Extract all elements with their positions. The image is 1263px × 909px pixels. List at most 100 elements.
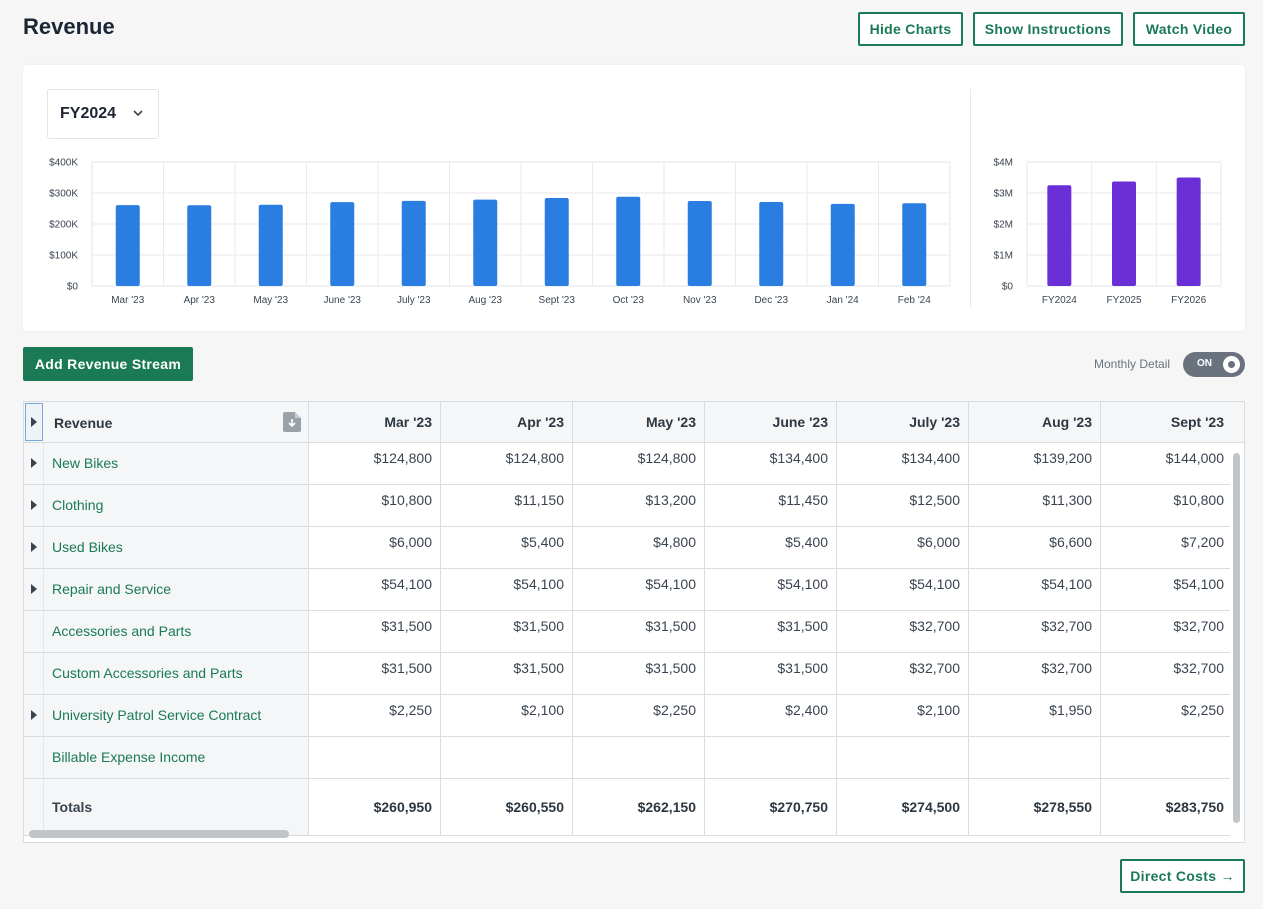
value-cell[interactable]: $12,500 (836, 485, 968, 526)
value-cell[interactable]: $31,500 (308, 611, 440, 652)
revenue-stream-name[interactable]: Used Bikes (52, 539, 123, 555)
value-cell[interactable]: $11,450 (704, 485, 836, 526)
value-cell[interactable]: $32,700 (836, 611, 968, 652)
revenue-stream-name[interactable]: Repair and Service (52, 581, 172, 597)
value-cell[interactable]: $31,500 (440, 653, 572, 694)
monthly-detail-toggle[interactable]: ON (1183, 352, 1245, 377)
row-name-cell[interactable]: Accessories and Parts (44, 611, 308, 652)
column-header: Aug '23 (968, 402, 1100, 442)
value-cell[interactable]: $31,500 (308, 653, 440, 694)
horizontal-scroll-thumb[interactable] (29, 830, 289, 838)
value-cell[interactable]: $31,500 (440, 611, 572, 652)
value-cell[interactable]: $32,700 (1100, 653, 1232, 694)
monthly-detail-label: Monthly Detail (1094, 357, 1171, 371)
value-cell[interactable] (440, 737, 572, 778)
value-cell[interactable]: $54,100 (704, 569, 836, 610)
value-cell[interactable]: $31,500 (704, 653, 836, 694)
value-cell[interactable] (308, 737, 440, 778)
caret-right-icon[interactable] (31, 584, 37, 594)
row-name-cell[interactable]: Repair and Service (44, 569, 308, 610)
value-cell[interactable] (836, 737, 968, 778)
value-cell[interactable]: $13,200 (572, 485, 704, 526)
value-cell[interactable]: $10,800 (308, 485, 440, 526)
value-cell[interactable] (968, 737, 1100, 778)
value-cell[interactable]: $2,100 (836, 695, 968, 736)
value-cell[interactable]: $124,800 (572, 443, 704, 484)
value-cell[interactable]: $6,000 (308, 527, 440, 568)
x-tick-label: FY2024 (1042, 295, 1077, 306)
value-cell[interactable] (572, 737, 704, 778)
annual-revenue-chart: $0 $1M $2M $3M $4M FY2024 FY2025 FY2026 (994, 158, 1222, 306)
value-cell[interactable]: $54,100 (572, 569, 704, 610)
value-cell[interactable]: $5,400 (704, 527, 836, 568)
value-cell[interactable]: $4,800 (572, 527, 704, 568)
row-gutter (24, 779, 44, 835)
bar (830, 203, 855, 286)
value-cell[interactable]: $1,950 (968, 695, 1100, 736)
fiscal-year-value: FY2024 (60, 105, 117, 122)
row-name-cell[interactable]: Custom Accessories and Parts (44, 653, 308, 694)
value-cell[interactable]: $2,250 (308, 695, 440, 736)
value-cell[interactable]: $2,250 (1100, 695, 1232, 736)
revenue-stream-name[interactable]: New Bikes (52, 455, 119, 471)
value-cell[interactable]: $139,200 (968, 443, 1100, 484)
value-cell[interactable]: $54,100 (1100, 569, 1232, 610)
value-cell[interactable] (704, 737, 836, 778)
value-cell[interactable]: $2,100 (440, 695, 572, 736)
value-cell[interactable]: $31,500 (572, 611, 704, 652)
value-cell[interactable]: $144,000 (1100, 443, 1232, 484)
value-cell[interactable]: $31,500 (572, 653, 704, 694)
x-tick-label: July '23 (397, 295, 431, 306)
total-cell: $274,500 (836, 779, 968, 835)
value-cell[interactable]: $6,000 (836, 527, 968, 568)
value-cell[interactable]: $32,700 (968, 653, 1100, 694)
x-tick-label: Oct '23 (613, 295, 645, 306)
value-cell[interactable]: $11,300 (968, 485, 1100, 526)
value-cell[interactable]: $32,700 (968, 611, 1100, 652)
toggle-state-label: ON (1197, 358, 1212, 369)
direct-costs-button[interactable]: Direct Costs → (1120, 859, 1245, 893)
caret-right-icon[interactable] (31, 500, 37, 510)
revenue-stream-name[interactable]: University Patrol Service Contract (52, 707, 262, 723)
value-cell[interactable]: $124,800 (440, 443, 572, 484)
caret-right-icon[interactable] (31, 710, 37, 720)
watch-video-button[interactable]: Watch Video (1133, 12, 1245, 46)
caret-right-icon[interactable] (31, 542, 37, 552)
value-cell[interactable]: $124,800 (308, 443, 440, 484)
row-name-cell[interactable]: New Bikes (44, 443, 308, 484)
value-cell[interactable]: $5,400 (440, 527, 572, 568)
value-cell[interactable]: $134,400 (704, 443, 836, 484)
value-cell[interactable]: $54,100 (836, 569, 968, 610)
row-name-cell[interactable]: Used Bikes (44, 527, 308, 568)
add-revenue-stream-button[interactable]: Add Revenue Stream (23, 347, 193, 381)
row-name-cell[interactable]: Clothing (44, 485, 308, 526)
expand-all-button[interactable] (25, 403, 43, 441)
value-cell[interactable]: $32,700 (836, 653, 968, 694)
vertical-scroll-thumb[interactable] (1233, 453, 1240, 823)
row-name-cell[interactable]: University Patrol Service Contract (44, 695, 308, 736)
value-cell[interactable] (1100, 737, 1232, 778)
value-cell[interactable]: $10,800 (1100, 485, 1232, 526)
revenue-stream-name[interactable]: Clothing (52, 497, 104, 513)
value-cell[interactable]: $2,250 (572, 695, 704, 736)
value-cell[interactable]: $11,150 (440, 485, 572, 526)
show-instructions-button[interactable]: Show Instructions (973, 12, 1123, 46)
value-cell[interactable]: $2,400 (704, 695, 836, 736)
download-file-icon[interactable] (283, 412, 301, 432)
value-cell[interactable]: $31,500 (704, 611, 836, 652)
value-cell[interactable]: $7,200 (1100, 527, 1232, 568)
value-cell[interactable]: $54,100 (440, 569, 572, 610)
value-cell[interactable]: $6,600 (968, 527, 1100, 568)
revenue-stream-name[interactable]: Billable Expense Income (52, 749, 206, 765)
bar (616, 196, 641, 286)
value-cell[interactable]: $32,700 (1100, 611, 1232, 652)
value-cell[interactable]: $134,400 (836, 443, 968, 484)
revenue-stream-name[interactable]: Accessories and Parts (52, 623, 192, 639)
fiscal-year-select[interactable]: FY2024 (47, 89, 159, 139)
row-name-cell[interactable]: Billable Expense Income (44, 737, 308, 778)
value-cell[interactable]: $54,100 (308, 569, 440, 610)
revenue-stream-name[interactable]: Custom Accessories and Parts (52, 665, 243, 681)
hide-charts-button[interactable]: Hide Charts (858, 12, 963, 46)
value-cell[interactable]: $54,100 (968, 569, 1100, 610)
caret-right-icon[interactable] (31, 458, 37, 468)
